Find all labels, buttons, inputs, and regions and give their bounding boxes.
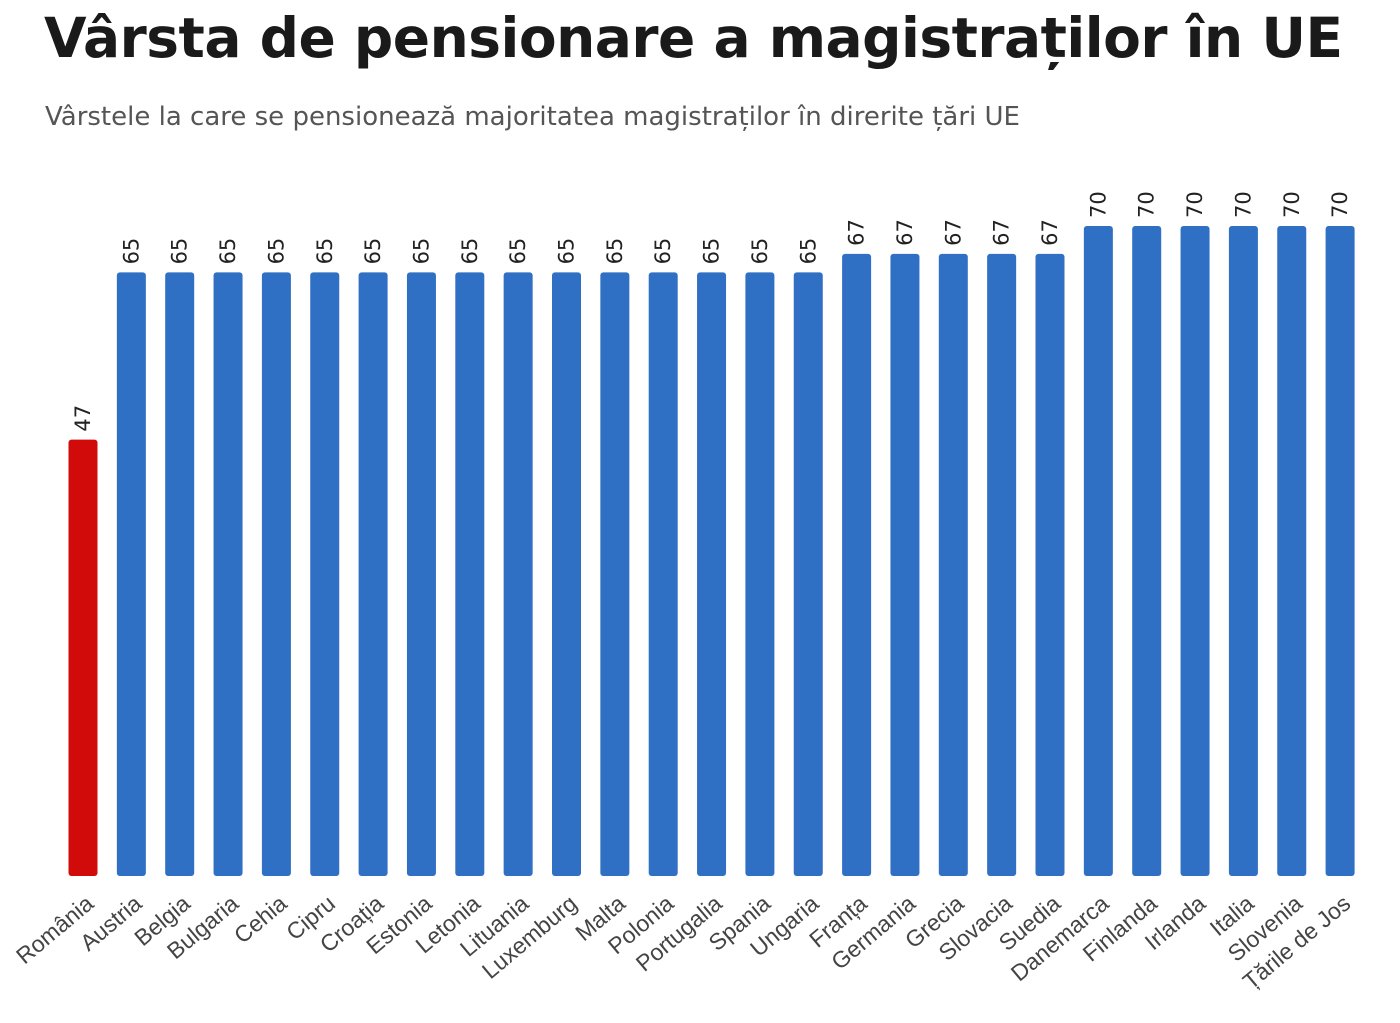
data-label-23: 70 bbox=[1183, 191, 1207, 218]
chart-subtitle: Vârstele la care se pensionează majorita… bbox=[45, 102, 1020, 132]
data-label-3: 65 bbox=[216, 238, 240, 265]
bar-1 bbox=[116, 272, 146, 876]
data-label-24: 70 bbox=[1231, 191, 1255, 218]
bar-20 bbox=[1035, 253, 1065, 876]
bar-22 bbox=[1132, 226, 1162, 876]
bar-8 bbox=[455, 272, 485, 876]
bar-25 bbox=[1277, 226, 1307, 876]
data-label-16: 67 bbox=[845, 219, 869, 246]
data-label-0: 47 bbox=[71, 405, 95, 432]
bar-18 bbox=[938, 253, 968, 876]
bar-13 bbox=[697, 272, 727, 876]
data-label-18: 67 bbox=[941, 219, 965, 246]
bar-15 bbox=[793, 272, 823, 876]
bar-26 bbox=[1325, 226, 1355, 876]
bar-2 bbox=[165, 272, 195, 876]
bar-4 bbox=[261, 272, 291, 876]
data-label-20: 67 bbox=[1038, 219, 1062, 246]
data-label-11: 65 bbox=[603, 238, 627, 265]
bar-3 bbox=[213, 272, 243, 876]
bar-5 bbox=[310, 272, 340, 876]
bar-21 bbox=[1083, 226, 1113, 876]
data-label-17: 67 bbox=[893, 219, 917, 246]
bar-24 bbox=[1228, 226, 1258, 876]
data-label-2: 65 bbox=[168, 238, 192, 265]
data-label-19: 67 bbox=[990, 219, 1014, 246]
data-label-13: 65 bbox=[700, 238, 724, 265]
data-label-8: 65 bbox=[458, 238, 482, 265]
data-label-14: 65 bbox=[748, 238, 772, 265]
bar-16 bbox=[842, 253, 872, 876]
bar-12 bbox=[648, 272, 678, 876]
data-label-12: 65 bbox=[651, 238, 675, 265]
bar-10 bbox=[552, 272, 581, 876]
data-label-22: 70 bbox=[1135, 191, 1159, 218]
bar-14 bbox=[745, 272, 775, 876]
data-label-1: 65 bbox=[119, 238, 143, 265]
bar-7 bbox=[406, 272, 436, 876]
bar-0 bbox=[68, 439, 98, 876]
data-label-9: 65 bbox=[506, 238, 530, 265]
data-label-5: 65 bbox=[313, 238, 337, 265]
bar-11 bbox=[600, 272, 630, 876]
data-label-15: 65 bbox=[796, 238, 820, 265]
data-label-7: 65 bbox=[409, 238, 433, 265]
data-label-26: 70 bbox=[1328, 191, 1352, 218]
data-label-10: 65 bbox=[555, 238, 579, 265]
chart-title: Vârsta de pensionare a magistraților în … bbox=[44, 6, 1343, 70]
data-label-25: 70 bbox=[1280, 191, 1304, 218]
data-label-4: 65 bbox=[264, 238, 288, 265]
data-label-21: 70 bbox=[1086, 191, 1110, 218]
data-label-6: 65 bbox=[361, 238, 385, 265]
x-tick-label-4: Cehia bbox=[229, 890, 292, 949]
bar-17 bbox=[890, 253, 920, 876]
bar-23 bbox=[1180, 226, 1210, 876]
bar-19 bbox=[987, 253, 1017, 876]
bar-9 bbox=[503, 272, 533, 876]
bar-6 bbox=[358, 272, 388, 876]
